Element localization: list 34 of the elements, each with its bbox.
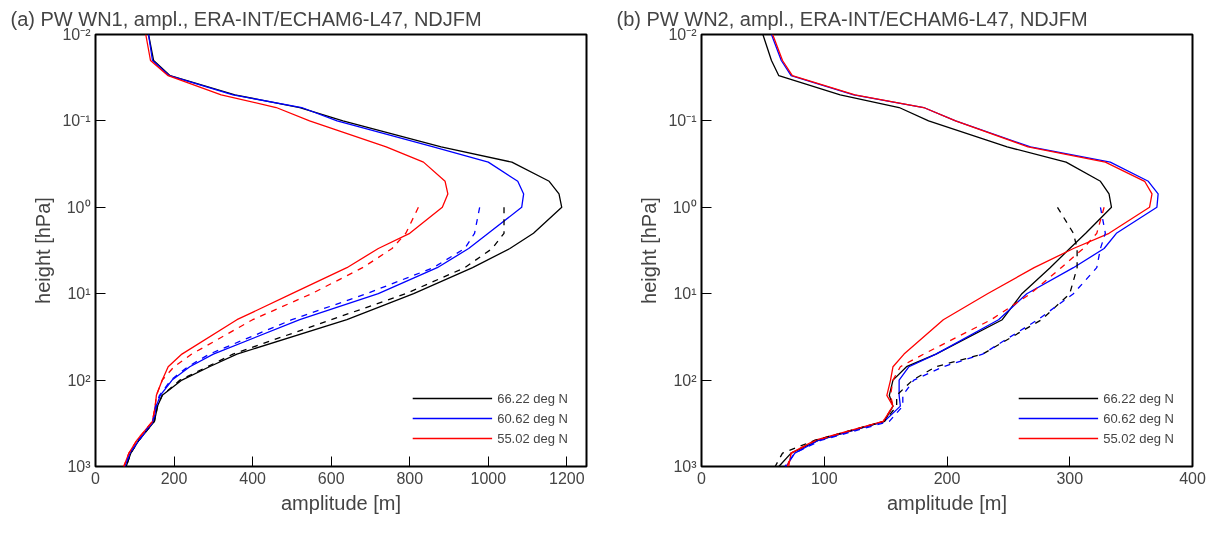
y-axis-title: height [hPa]	[638, 197, 661, 304]
y-tick-label: 10⁻¹	[668, 112, 697, 130]
x-tick-label: 400	[1179, 469, 1206, 487]
x-tick-label: 1200	[549, 469, 585, 487]
x-tick-label: 400	[239, 469, 267, 487]
x-tick-label: 300	[1056, 469, 1084, 487]
y-tick-label: 10⁻²	[62, 26, 92, 43]
y-tick-label: 10²	[673, 371, 698, 389]
x-tick-label: 0	[697, 469, 707, 487]
y-tick-label: 10⁻¹	[62, 112, 91, 130]
x-tick-label: 200	[933, 469, 961, 487]
y-tick-label: 10¹	[67, 285, 91, 303]
x-tick-label: 600	[317, 469, 345, 487]
text: 60.62 deg N	[1103, 410, 1174, 426]
text: 66.22 deg N	[1103, 390, 1174, 406]
y-tick-label: 10³	[673, 458, 698, 475]
x-tick-label: 200	[160, 469, 188, 487]
y-tick-label: 10³	[67, 458, 92, 475]
text: 55.02 deg N	[1103, 430, 1174, 446]
x-tick-label: 800	[396, 469, 424, 487]
x-axis-title: amplitude [m]	[886, 491, 1008, 514]
y-tick-label: 10¹	[673, 285, 697, 303]
x-tick-label: 1000	[470, 469, 507, 487]
y-tick-label: 10²	[67, 371, 92, 389]
text: 66.22 deg N	[497, 390, 568, 406]
text: 55.02 deg N	[497, 430, 568, 446]
x-tick-label: 100	[810, 469, 838, 487]
y-tick-label: 10⁰	[66, 198, 91, 216]
y-axis-title: height [hPa]	[32, 197, 55, 304]
y-tick-label: 10⁰	[672, 198, 697, 216]
x-axis-title: amplitude [m]	[280, 491, 402, 514]
text: 60.62 deg N	[497, 410, 568, 426]
y-tick-label: 10⁻²	[668, 26, 698, 43]
x-tick-label: 0	[91, 469, 101, 487]
